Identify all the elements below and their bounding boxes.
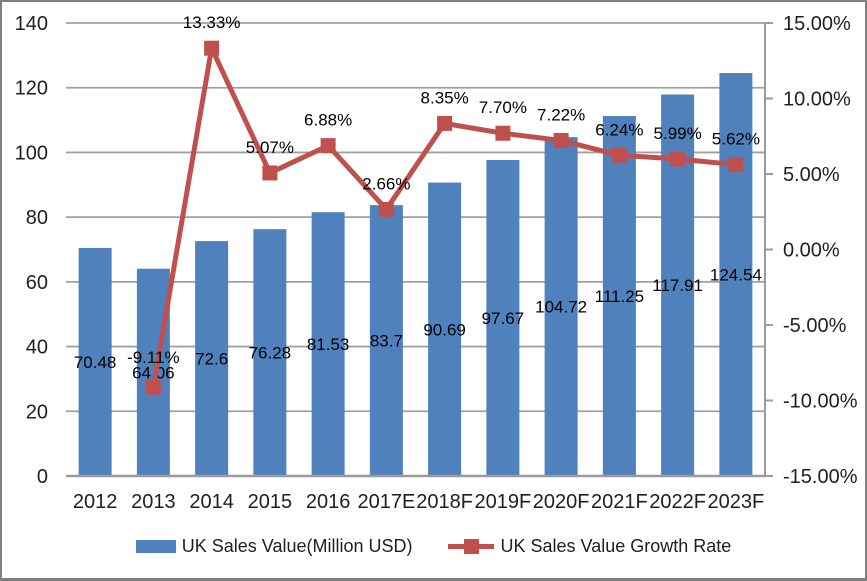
growth-marker-2014: [204, 40, 220, 56]
legend-label-sales-value: UK Sales Value(Million USD): [181, 536, 413, 556]
bar-value-label: 111.25: [595, 287, 644, 306]
x-axis-category-label: 2015: [248, 491, 293, 513]
left-axis-tick-label: 140: [15, 13, 48, 35]
legend: UK Sales Value(Million USD) UK Sales Val…: [0, 536, 867, 557]
growth-marker-2016: [320, 138, 336, 154]
x-axis-category-label: 2013: [131, 491, 176, 513]
x-axis-category-label: 2020F: [533, 491, 590, 513]
bar-2017E: [369, 205, 403, 476]
growth-value-label: 5.99%: [654, 124, 702, 143]
left-axis-tick-label: 0: [37, 466, 48, 488]
left-axis-tick-label: 80: [26, 207, 48, 229]
right-axis-tick-label: 10.00%: [783, 89, 851, 111]
right-axis-tick-label: 5.00%: [783, 164, 840, 186]
growth-marker-2021F: [611, 147, 627, 163]
x-axis-category-label: 2014: [189, 491, 234, 513]
growth-value-label: 2.66%: [362, 174, 410, 193]
bar-value-label: 81.53: [307, 335, 350, 354]
bar-2014: [195, 241, 229, 476]
growth-value-label: 5.62%: [712, 130, 760, 149]
bar-2018F: [428, 182, 462, 476]
right-axis-tick-label: -15.00%: [783, 466, 858, 488]
left-axis-tick-label: 100: [15, 142, 48, 164]
bar-value-label: 70.48: [74, 353, 117, 372]
bar-value-label: 90.69: [423, 320, 466, 339]
growth-marker-2018F: [437, 115, 453, 131]
bar-value-label: 124.54: [710, 266, 762, 285]
x-axis-category-label: 2016: [306, 491, 351, 513]
bar-2015: [253, 229, 287, 476]
x-axis-category-label: 2019F: [475, 491, 532, 513]
x-axis-category-label: 2017E: [357, 491, 415, 513]
legend-item-growth-rate: UK Sales Value Growth Rate: [448, 536, 731, 557]
growth-value-label: -9.11%: [127, 348, 180, 367]
x-axis-category-label: 2018F: [416, 491, 473, 513]
legend-item-sales-value: UK Sales Value(Million USD): [135, 536, 413, 557]
legend-label-growth-rate: UK Sales Value Growth Rate: [500, 536, 732, 556]
bar-2016: [311, 212, 345, 477]
bar-2019F: [486, 159, 520, 477]
growth-value-label: 13.33%: [183, 13, 241, 32]
growth-value-label: 6.88%: [304, 111, 352, 130]
right-axis-tick-label: 0.00%: [783, 240, 840, 262]
x-axis-category-label: 2023F: [708, 491, 765, 513]
left-axis-tick-label: 60: [26, 272, 48, 294]
growth-value-label: 8.35%: [421, 88, 469, 107]
x-axis-category-label: 2022F: [649, 491, 706, 513]
bar-value-label: 83.7: [370, 332, 403, 351]
right-axis-tick-label: -5.00%: [783, 315, 847, 337]
bar-2021F: [602, 116, 636, 476]
growth-value-label: 7.70%: [479, 98, 527, 117]
growth-marker-2015: [262, 165, 278, 181]
bar-value-label: 104.72: [535, 298, 587, 317]
bar-2023F: [719, 73, 753, 476]
right-axis-tick-label: -10.00%: [783, 391, 858, 413]
growth-value-label: 5.07%: [246, 138, 294, 157]
left-axis-tick-label: 20: [26, 401, 48, 423]
bar-value-label: 76.28: [249, 344, 292, 363]
bar-value-label: 97.67: [482, 309, 525, 328]
bar-value-label: 117.91: [652, 276, 703, 295]
legend-bar-swatch-icon: [135, 540, 176, 553]
legend-square-marker: [464, 539, 480, 554]
x-axis-category-label: 2012: [73, 491, 118, 513]
growth-marker-2020F: [553, 132, 569, 148]
growth-marker-2013: [145, 379, 161, 395]
growth-marker-2019F: [495, 125, 511, 141]
growth-marker-2017E: [378, 201, 394, 217]
growth-value-label: 6.24%: [595, 120, 643, 139]
growth-value-label: 7.22%: [537, 105, 585, 124]
left-axis-tick-label: 40: [26, 337, 48, 359]
right-axis-tick-label: 15.00%: [783, 13, 851, 35]
bar-value-label: 72.6: [195, 350, 228, 369]
bar-2020F: [544, 137, 578, 476]
growth-marker-2022F: [670, 151, 686, 167]
growth-marker-2023F: [728, 157, 744, 173]
bar-2012: [78, 247, 112, 476]
x-axis-category-label: 2021F: [591, 491, 648, 513]
legend-line-marker-icon: [448, 539, 495, 554]
left-axis-tick-label: 120: [15, 78, 48, 100]
